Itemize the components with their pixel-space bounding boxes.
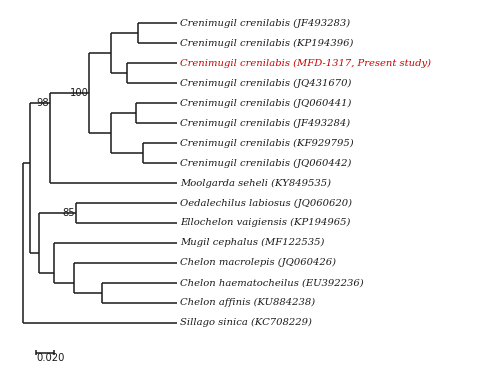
Text: Moolgarda seheli (KY849535): Moolgarda seheli (KY849535) — [180, 178, 331, 188]
Text: Crenimugil crenilabis (JF493283): Crenimugil crenilabis (JF493283) — [180, 19, 350, 28]
Text: Mugil cephalus (MF122535): Mugil cephalus (MF122535) — [180, 238, 324, 248]
Text: 85: 85 — [62, 208, 75, 218]
Text: Crenimugil crenilabis (JF493284): Crenimugil crenilabis (JF493284) — [180, 118, 350, 128]
Text: Crenimugil crenilabis (KP194396): Crenimugil crenilabis (KP194396) — [180, 39, 354, 48]
Text: Chelon affinis (KU884238): Chelon affinis (KU884238) — [180, 298, 315, 307]
Text: Sillago sinica (KC708229): Sillago sinica (KC708229) — [180, 318, 312, 327]
Text: Crenimugil crenilabis (KF929795): Crenimugil crenilabis (KF929795) — [180, 138, 354, 148]
Text: Crenimugil crenilabis (MFD-1317, Present study): Crenimugil crenilabis (MFD-1317, Present… — [180, 59, 431, 68]
Text: Chelon macrolepis (JQ060426): Chelon macrolepis (JQ060426) — [180, 258, 336, 268]
Text: Ellochelon vaigiensis (KP194965): Ellochelon vaigiensis (KP194965) — [180, 218, 350, 228]
Text: Chelon haematocheilus (EU392236): Chelon haematocheilus (EU392236) — [180, 278, 364, 287]
Text: Crenimugil crenilabis (JQ060441): Crenimugil crenilabis (JQ060441) — [180, 99, 352, 108]
Text: Oedalechilus labiosus (JQ060620): Oedalechilus labiosus (JQ060620) — [180, 198, 352, 208]
Text: 100: 100 — [70, 88, 88, 98]
Text: Crenimugil crenilabis (JQ060442): Crenimugil crenilabis (JQ060442) — [180, 158, 352, 168]
Text: Crenimugil crenilabis (JQ431670): Crenimugil crenilabis (JQ431670) — [180, 79, 352, 88]
Text: 98: 98 — [36, 98, 49, 108]
Text: 0.020: 0.020 — [36, 353, 65, 363]
